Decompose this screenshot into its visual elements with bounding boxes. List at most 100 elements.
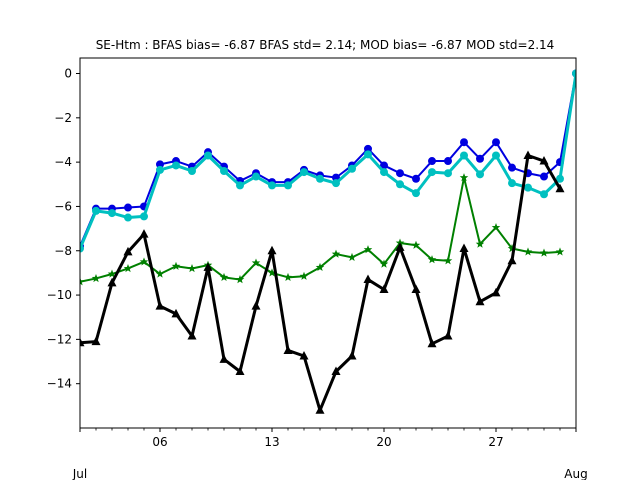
data-point xyxy=(187,331,197,340)
y-tick-label: −2 xyxy=(54,111,72,125)
y-tick-label: −4 xyxy=(54,155,72,169)
data-point xyxy=(555,247,565,256)
data-point xyxy=(411,240,421,249)
data-point xyxy=(364,144,372,153)
data-point xyxy=(267,268,277,277)
data-point xyxy=(444,169,452,178)
data-point xyxy=(491,222,501,232)
data-point xyxy=(172,161,180,170)
data-point xyxy=(380,168,388,177)
data-point xyxy=(331,366,341,376)
data-point xyxy=(491,287,501,297)
data-point xyxy=(123,246,133,256)
data-point xyxy=(171,308,181,318)
data-point xyxy=(332,179,340,188)
data-point xyxy=(80,244,84,253)
data-point xyxy=(123,263,133,273)
data-point xyxy=(492,138,500,147)
data-point xyxy=(507,255,517,265)
data-point xyxy=(203,262,213,271)
data-point xyxy=(315,262,325,272)
data-point xyxy=(379,259,389,268)
data-point xyxy=(283,345,293,354)
x-month-label: Aug xyxy=(564,467,587,480)
y-tick-label: 0 xyxy=(64,67,72,81)
data-point xyxy=(204,151,212,160)
data-point xyxy=(363,274,373,284)
data-point xyxy=(156,160,164,169)
data-point xyxy=(459,243,469,253)
data-point xyxy=(283,272,293,281)
data-point xyxy=(412,189,420,198)
data-point xyxy=(395,242,405,251)
series-layer xyxy=(80,69,576,414)
data-point xyxy=(379,284,389,294)
data-point xyxy=(219,272,229,281)
data-point xyxy=(460,151,468,160)
data-point xyxy=(540,190,548,199)
data-point xyxy=(508,163,516,172)
data-point xyxy=(428,157,436,166)
data-point xyxy=(252,172,260,181)
data-point xyxy=(331,249,341,258)
data-point xyxy=(411,284,421,294)
data-point xyxy=(236,181,244,190)
data-point xyxy=(427,255,437,264)
y-tick-label: −8 xyxy=(54,244,72,258)
data-point xyxy=(428,168,436,177)
data-point xyxy=(396,169,404,178)
x-tick-label: 13 xyxy=(264,435,279,449)
data-point xyxy=(476,170,484,179)
data-point xyxy=(171,261,181,270)
x-tick-label: 27 xyxy=(488,435,503,449)
data-point xyxy=(284,181,292,190)
data-point xyxy=(80,277,85,286)
y-tick-label: −6 xyxy=(54,199,72,213)
data-point xyxy=(347,252,357,262)
data-point xyxy=(187,263,197,273)
data-point xyxy=(380,161,388,170)
data-point xyxy=(251,301,261,310)
data-point xyxy=(220,166,228,175)
data-point xyxy=(556,174,564,183)
data-point xyxy=(91,336,101,346)
series-2 xyxy=(80,69,576,253)
data-point xyxy=(139,257,149,266)
data-point xyxy=(316,174,324,183)
data-point xyxy=(107,277,117,287)
data-point xyxy=(460,138,468,147)
data-point xyxy=(555,183,565,193)
data-point xyxy=(540,172,548,181)
data-point xyxy=(523,150,533,159)
x-tick-label: 20 xyxy=(376,435,391,449)
data-point xyxy=(539,248,549,257)
data-point xyxy=(347,350,357,360)
data-point xyxy=(524,183,532,192)
data-point xyxy=(572,69,576,78)
y-tick-label: −14 xyxy=(47,377,72,391)
data-point xyxy=(156,165,164,174)
plot-frame xyxy=(79,57,577,429)
data-point xyxy=(443,256,453,265)
data-point xyxy=(140,212,148,221)
data-point xyxy=(155,269,165,278)
chart-title: SE-Htm : BFAS bias= -6.87 BFAS std= 2.14… xyxy=(96,38,555,52)
data-point xyxy=(459,173,469,182)
data-point xyxy=(427,338,437,348)
x-month-label: Jul xyxy=(72,467,87,480)
data-point xyxy=(444,157,452,166)
data-point xyxy=(235,275,245,284)
data-point xyxy=(508,179,516,188)
series-1 xyxy=(80,69,576,251)
data-point xyxy=(219,354,229,363)
data-point xyxy=(396,180,404,189)
data-point xyxy=(523,247,533,256)
data-point xyxy=(412,174,420,183)
data-point xyxy=(299,271,309,280)
data-point xyxy=(364,150,372,159)
data-point xyxy=(507,244,517,253)
y-tick-label: −12 xyxy=(47,332,72,346)
data-point xyxy=(492,151,500,160)
